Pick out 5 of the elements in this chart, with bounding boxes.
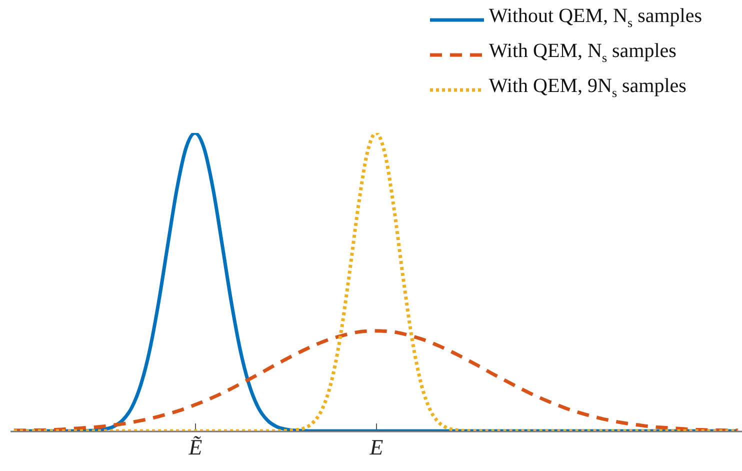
x-tick-label: E — [368, 434, 384, 460]
legend-label: With QEM, N$_{s}$ samples — [488, 39, 676, 67]
x-tick-label: Ẽ — [188, 434, 203, 460]
legend-label: With QEM, 9N$_{s}$ samples — [488, 74, 686, 102]
legend-label: Without QEM, N$_{s}$ samples — [488, 4, 702, 32]
